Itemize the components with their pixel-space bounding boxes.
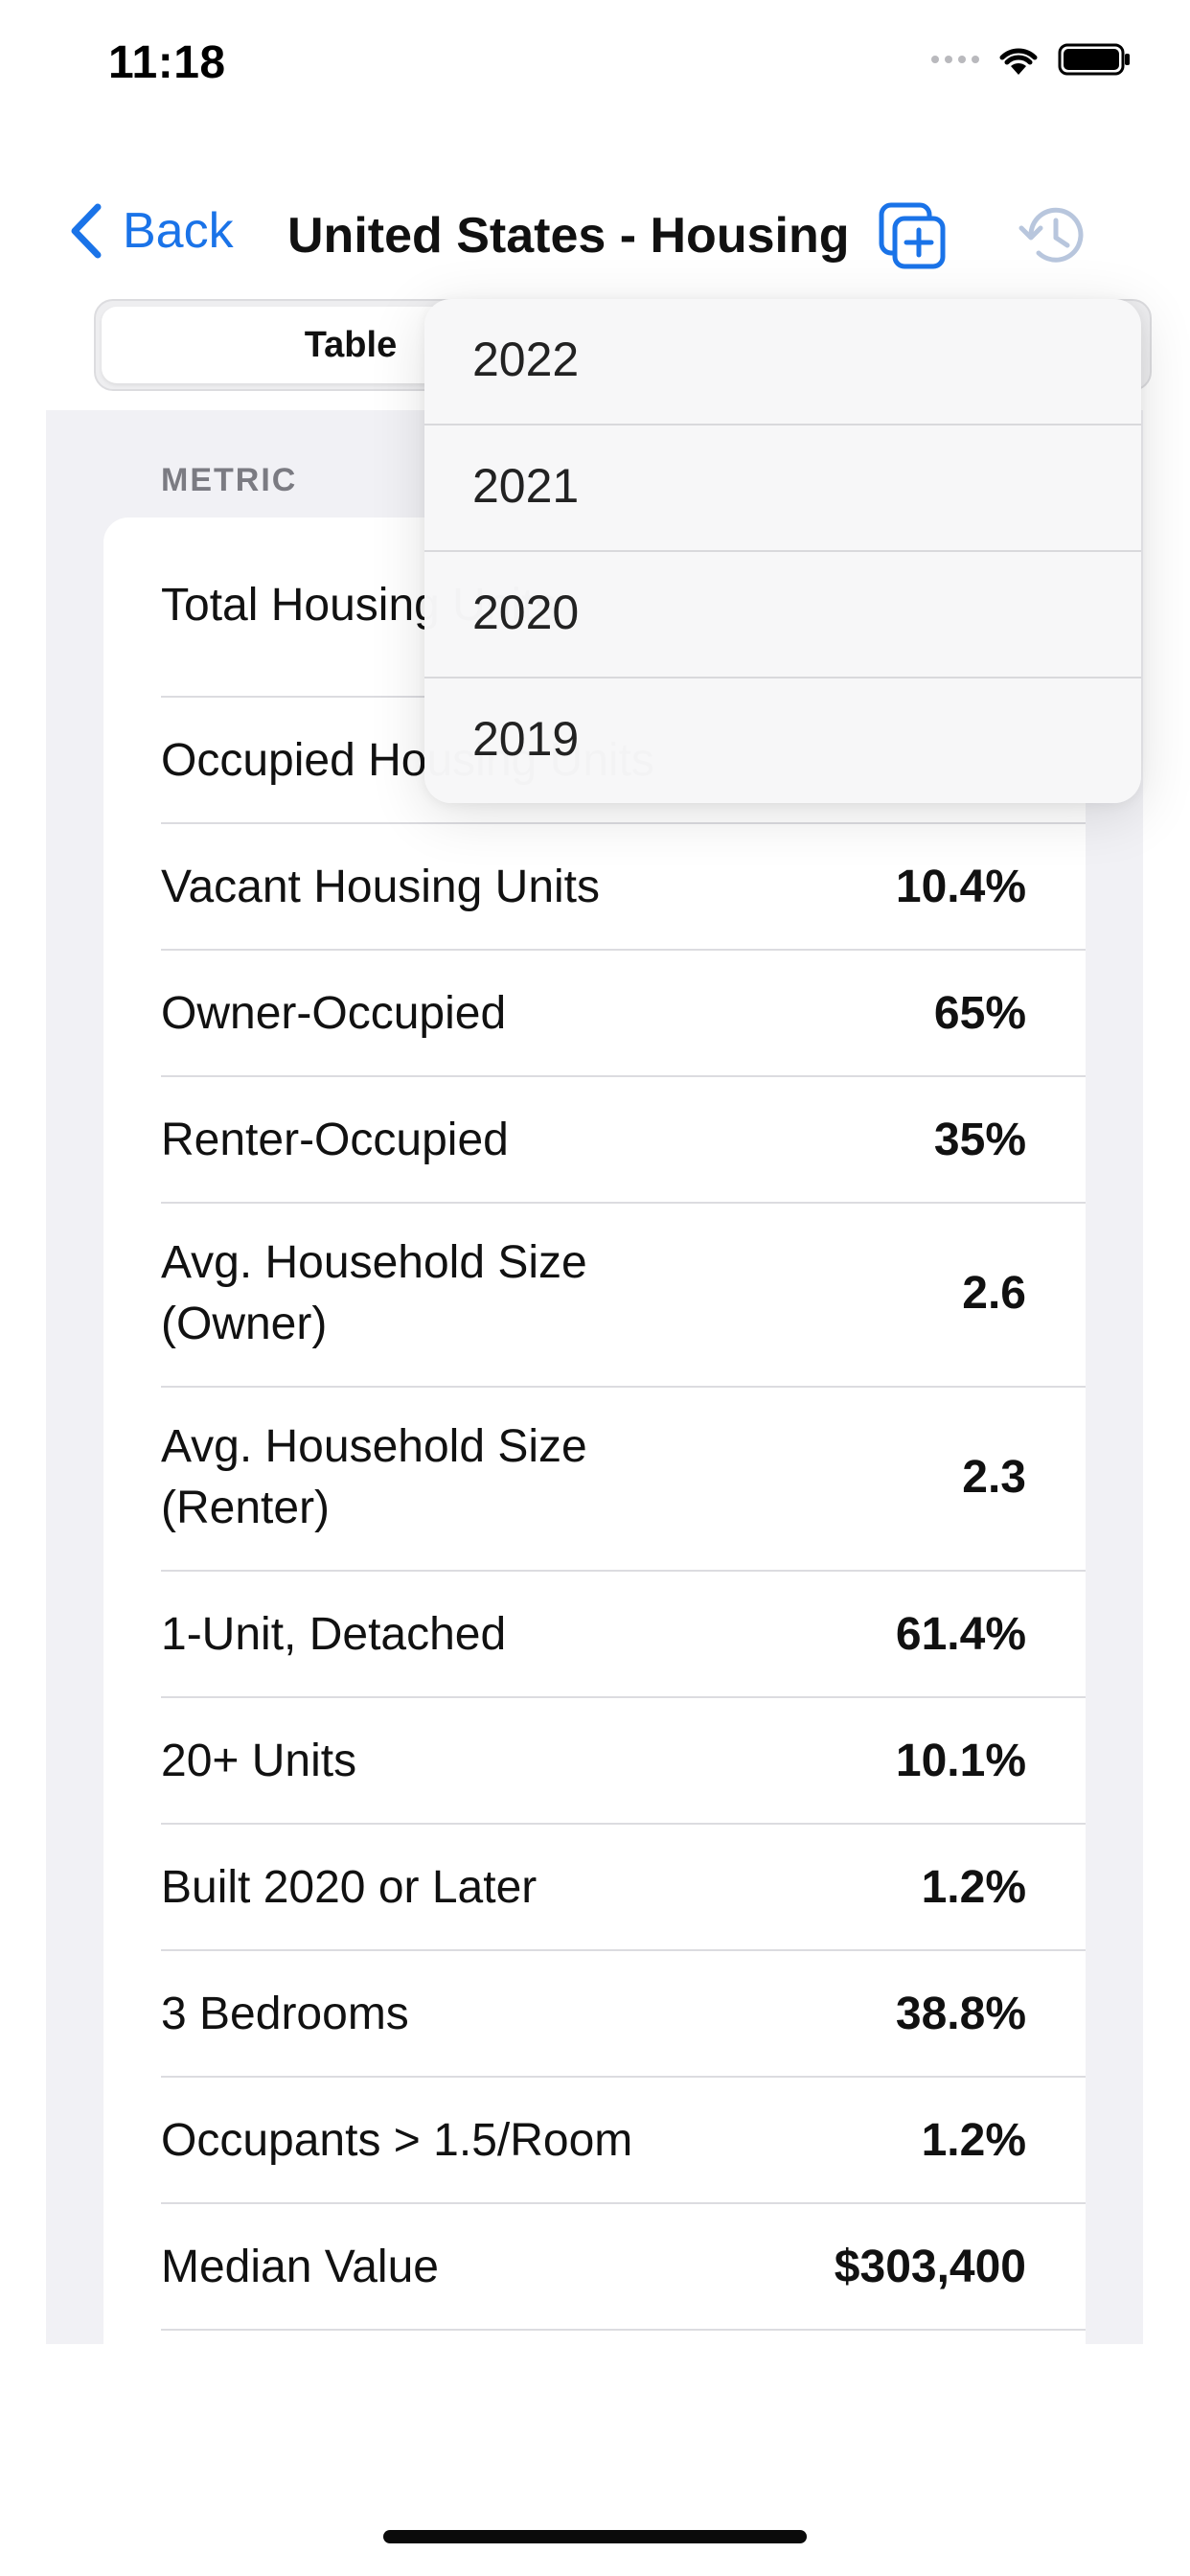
row-label: 20+ Units [161,1736,357,1786]
year-dropdown-menu: 2022 2021 2020 2019 [424,299,1141,803]
table-row[interactable]: Built 2020 or Later 1.2% [161,1825,1086,1951]
row-value: 1.2% [921,1862,1026,1913]
row-label: Owner-Occupied [161,988,507,1039]
add-comparison-button[interactable] [878,201,947,275]
row-value: 2.3 [962,1452,1026,1503]
row-label: Vacant Housing Units [161,862,601,912]
status-icons [931,42,1133,77]
row-label: Renter-Occupied [161,1115,509,1165]
row-label: Avg. Household Size (Owner) [161,1237,587,1349]
row-value: 10.4% [895,862,1026,912]
table-row[interactable]: Owner-Occupied 65% [161,951,1086,1077]
table-row[interactable]: 1-Unit, Detached 61.4% [161,1572,1086,1698]
row-label: Built 2020 or Later [161,1862,538,1913]
table-row[interactable]: 20+ Units 10.1% [161,1698,1086,1825]
wifi-icon [999,48,1038,75]
home-indicator[interactable] [383,2530,807,2543]
row-value: 35% [933,1115,1026,1165]
back-button[interactable]: Back [67,201,234,261]
table-row[interactable]: Vacant Housing Units 10.4% [161,824,1086,951]
table-row[interactable]: Occupants > 1.5/Room 1.2% [161,2078,1086,2204]
metrics-card: Total Housing Units Occupied Housing Uni… [103,518,1086,2344]
row-label: Median Value [161,2242,439,2292]
row-value: 10.1% [895,1736,1026,1786]
year-option-label: 2019 [472,712,580,766]
year-option-label: 2022 [472,333,580,386]
history-button[interactable] [1018,199,1090,277]
row-value: $303,400 [834,2242,1026,2292]
year-option-2022[interactable]: 2022 [424,299,1141,426]
year-option-2019[interactable]: 2019 [424,678,1141,803]
table-row[interactable]: Avg. Household Size (Owner) 2.6 [161,1204,1086,1388]
table-row[interactable]: Avg. Household Size (Renter) 2.3 [161,1388,1086,1572]
clock-history-icon [1018,207,1084,263]
row-value: 61.4% [895,1609,1026,1660]
chevron-left-icon [71,203,102,259]
row-value: 1.2% [921,2115,1026,2166]
row-value: 38.8% [895,1989,1026,2039]
year-option-label: 2021 [472,459,580,513]
row-label: 1-Unit, Detached [161,1609,507,1660]
year-option-2020[interactable]: 2020 [424,552,1141,678]
status-bar: 11:18 [0,0,1190,134]
navigation-bar: Back United States - Housing [0,182,1190,288]
page-title: United States - Housing [287,208,850,264]
status-time: 11:18 [108,37,226,88]
row-label: Occupants > 1.5/Room [161,2115,633,2166]
square-stack-plus-icon [879,202,946,269]
year-option-label: 2020 [472,586,580,639]
table-row[interactable]: Renter-Occupied 35% [161,1077,1086,1204]
row-value: 2.6 [962,1268,1026,1319]
battery-icon [1058,43,1130,76]
back-label: Back [123,203,234,259]
row-label: 3 Bedrooms [161,1989,409,2039]
cellular-signal-icon [931,56,979,63]
section-header-metric: METRIC [161,462,298,498]
row-label: Avg. Household Size (Renter) [161,1421,587,1533]
year-option-2021[interactable]: 2021 [424,426,1141,552]
table-row[interactable]: 3 Bedrooms 38.8% [161,1951,1086,2078]
row-value: 65% [933,988,1026,1039]
table-row[interactable]: Median Value $303,400 [161,2204,1086,2331]
